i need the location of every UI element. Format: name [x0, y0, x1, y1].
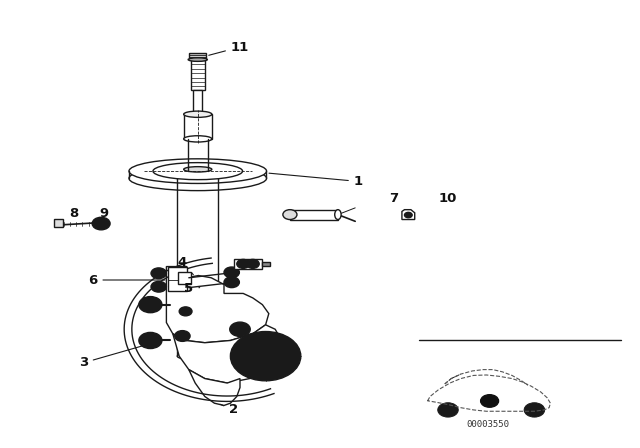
Text: 10: 10 — [439, 192, 457, 205]
Bar — [234, 259, 262, 269]
Circle shape — [92, 217, 110, 230]
Text: 6: 6 — [88, 273, 165, 287]
Bar — [184, 114, 212, 139]
Circle shape — [481, 395, 499, 407]
Circle shape — [97, 220, 106, 227]
Circle shape — [155, 284, 163, 289]
Circle shape — [228, 280, 236, 285]
Bar — [262, 262, 270, 266]
Ellipse shape — [177, 352, 218, 360]
Bar — [193, 90, 202, 114]
Circle shape — [179, 307, 192, 316]
Circle shape — [224, 277, 239, 288]
Text: 3: 3 — [79, 341, 159, 370]
Text: 9: 9 — [99, 207, 108, 220]
Text: 1: 1 — [269, 173, 363, 188]
Circle shape — [237, 259, 250, 268]
Circle shape — [144, 336, 157, 345]
Text: 5: 5 — [184, 282, 200, 296]
Ellipse shape — [184, 111, 212, 117]
Ellipse shape — [283, 210, 297, 220]
Ellipse shape — [129, 166, 267, 191]
Text: 2: 2 — [220, 403, 238, 417]
Polygon shape — [402, 210, 415, 220]
Text: 7: 7 — [389, 192, 398, 205]
Bar — [168, 267, 187, 291]
Ellipse shape — [184, 136, 212, 142]
Text: 00003550: 00003550 — [466, 420, 509, 429]
Circle shape — [230, 332, 301, 381]
Ellipse shape — [129, 159, 267, 184]
Bar — [290, 210, 338, 220]
Ellipse shape — [184, 167, 212, 172]
Polygon shape — [173, 325, 282, 383]
Circle shape — [524, 403, 545, 417]
Bar — [191, 60, 205, 90]
Bar — [178, 272, 191, 284]
Circle shape — [151, 281, 166, 292]
Polygon shape — [189, 370, 240, 405]
Circle shape — [175, 331, 190, 341]
Circle shape — [254, 348, 277, 364]
Text: 4: 4 — [178, 255, 193, 275]
Ellipse shape — [193, 113, 202, 116]
Ellipse shape — [153, 163, 243, 180]
Circle shape — [235, 326, 245, 333]
Text: 11: 11 — [209, 40, 249, 55]
Circle shape — [151, 268, 166, 279]
Circle shape — [230, 322, 250, 336]
Bar — [189, 53, 206, 58]
Circle shape — [155, 271, 163, 276]
Circle shape — [246, 259, 259, 268]
Ellipse shape — [188, 58, 207, 61]
Circle shape — [144, 300, 157, 309]
Circle shape — [139, 297, 162, 313]
Circle shape — [241, 339, 290, 373]
Ellipse shape — [335, 210, 341, 220]
Circle shape — [228, 270, 236, 275]
Circle shape — [438, 403, 458, 417]
Text: 8: 8 — [69, 207, 78, 220]
Circle shape — [139, 332, 162, 349]
Bar — [54, 219, 63, 227]
Polygon shape — [166, 267, 269, 343]
Circle shape — [224, 267, 239, 278]
Circle shape — [404, 212, 412, 218]
